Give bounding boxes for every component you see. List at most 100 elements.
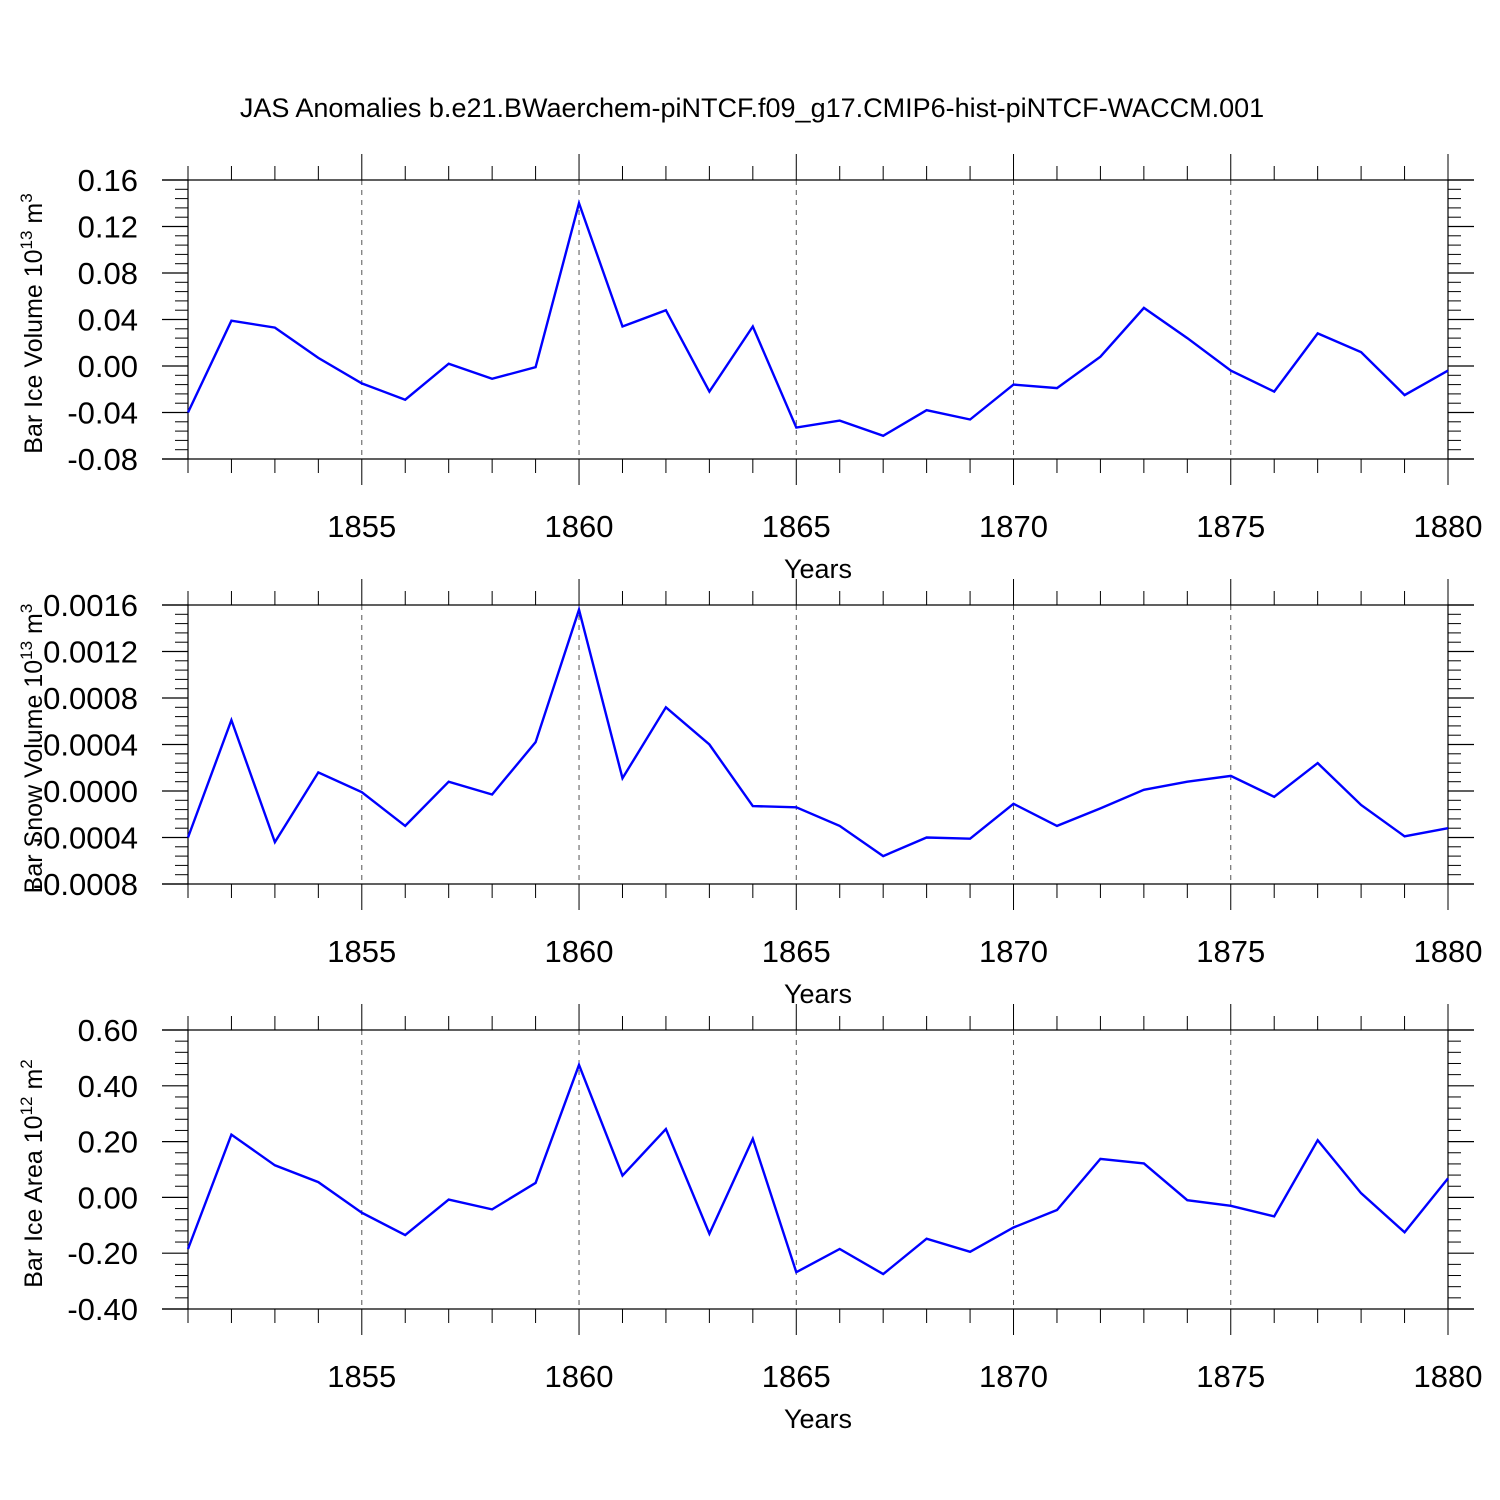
data-point xyxy=(1403,834,1407,838)
x-tick-label: 1875 xyxy=(1196,1359,1265,1394)
data-point xyxy=(577,608,581,612)
y-tick-label: -0.20 xyxy=(67,1236,138,1271)
data-point xyxy=(794,1270,798,1274)
x-tick-label: 1870 xyxy=(979,934,1048,969)
data-point xyxy=(534,740,538,744)
x-tick-label: 1865 xyxy=(762,1359,831,1394)
y-tick-label: 0.00 xyxy=(78,1180,138,1215)
y-tick-label: -0.0008 xyxy=(33,867,138,902)
data-point xyxy=(925,836,929,840)
data-point xyxy=(838,1247,842,1251)
chart-panel-3: -0.40 -0.20 0.00 0.20 0.40 0.60 1855 1860 1865 18… xyxy=(17,1004,1482,1434)
data-point xyxy=(664,1127,668,1131)
y-tick-label: -0.04 xyxy=(67,396,138,431)
x-tick-label: 1870 xyxy=(979,1359,1048,1394)
data-point xyxy=(707,743,711,747)
data-point xyxy=(403,1233,407,1237)
x-tick-label: 1880 xyxy=(1414,1359,1483,1394)
data-point xyxy=(1272,795,1276,799)
data-point xyxy=(1316,331,1320,335)
data-point xyxy=(577,201,581,205)
data-point xyxy=(1229,774,1233,778)
data-point xyxy=(620,324,624,328)
data-point xyxy=(273,326,277,330)
data-point xyxy=(751,804,755,808)
data-point xyxy=(1142,1161,1146,1165)
x-tick-label: 1855 xyxy=(327,509,396,544)
y-tick-label: 0.0016 xyxy=(43,588,138,623)
data-point xyxy=(620,776,624,780)
x-tick-label: 1860 xyxy=(545,934,614,969)
data-point xyxy=(751,1137,755,1141)
data-point xyxy=(1055,1208,1059,1212)
y-tick-label: 0.0004 xyxy=(43,728,138,763)
y-tick-label: 0.04 xyxy=(78,303,138,338)
data-point xyxy=(490,377,494,381)
data-point xyxy=(1272,390,1276,394)
x-tick-label: 1880 xyxy=(1414,934,1483,969)
data-point xyxy=(968,417,972,421)
data-point xyxy=(881,854,885,858)
chart-panel-2: -0.0008 -0.0004 0.0000 0.0004 0.0008 0.0012 0.… xyxy=(17,579,1482,1009)
data-point xyxy=(838,824,842,828)
x-tick-label: 1870 xyxy=(979,509,1048,544)
data-point xyxy=(229,1133,233,1137)
data-point xyxy=(1098,806,1102,810)
data-point xyxy=(1098,355,1102,359)
y-tick-label: 0.0012 xyxy=(43,635,138,670)
x-tick-label: 1880 xyxy=(1414,509,1483,544)
data-point xyxy=(1055,386,1059,390)
x-tick-label: 1865 xyxy=(762,509,831,544)
y-tick-label: 0.08 xyxy=(78,256,138,291)
data-point xyxy=(1359,1191,1363,1195)
x-tick-label: 1855 xyxy=(327,934,396,969)
y-tick-label: 0.16 xyxy=(78,163,138,198)
y-tick-label: 0.0000 xyxy=(43,774,138,809)
data-point xyxy=(925,1237,929,1241)
x-axis-label: Years xyxy=(784,554,852,584)
data-point xyxy=(316,356,320,360)
data-point xyxy=(229,319,233,323)
data-point xyxy=(1446,826,1450,830)
y-tick-label: -0.0004 xyxy=(33,821,138,856)
data-point xyxy=(1142,788,1146,792)
data-point xyxy=(447,362,451,366)
panels: -0.08 -0.04 0.00 0.04 0.08 0.12 0.16 1855 1860 18… xyxy=(17,154,1482,1434)
data-point xyxy=(1142,306,1146,310)
data-point xyxy=(577,1063,581,1067)
data-point xyxy=(360,790,364,794)
data-point xyxy=(1403,393,1407,397)
data-point xyxy=(186,1247,190,1251)
data-point xyxy=(534,365,538,369)
y-tick-label: -0.08 xyxy=(67,442,138,477)
x-tick-label: 1855 xyxy=(327,1359,396,1394)
data-point xyxy=(1098,1157,1102,1161)
data-point xyxy=(620,1174,624,1178)
data-point xyxy=(229,718,233,722)
data-point xyxy=(751,324,755,328)
y-tick-label: 0.40 xyxy=(78,1069,138,1104)
data-point xyxy=(1316,761,1320,765)
data-point xyxy=(664,705,668,709)
y-tick-label: -0.40 xyxy=(67,1292,138,1327)
data-point xyxy=(881,1272,885,1276)
data-point xyxy=(794,426,798,430)
data-point xyxy=(664,308,668,312)
data-point xyxy=(403,824,407,828)
data-point xyxy=(1229,369,1233,373)
x-tick-label: 1875 xyxy=(1196,509,1265,544)
data-point xyxy=(1359,350,1363,354)
data-point xyxy=(186,836,190,840)
series-line xyxy=(186,605,1449,858)
data-point xyxy=(1446,1176,1450,1180)
x-tick-label: 1875 xyxy=(1196,934,1265,969)
data-point xyxy=(968,837,972,841)
chart-panel-1: -0.08 -0.04 0.00 0.04 0.08 0.12 0.16 1855 1860 18… xyxy=(17,154,1482,584)
data-point xyxy=(447,780,451,784)
data-point xyxy=(1185,780,1189,784)
data-point xyxy=(925,408,929,412)
data-point xyxy=(1012,1226,1016,1230)
data-point xyxy=(1012,383,1016,387)
data-point xyxy=(490,1207,494,1211)
data-point xyxy=(794,805,798,809)
